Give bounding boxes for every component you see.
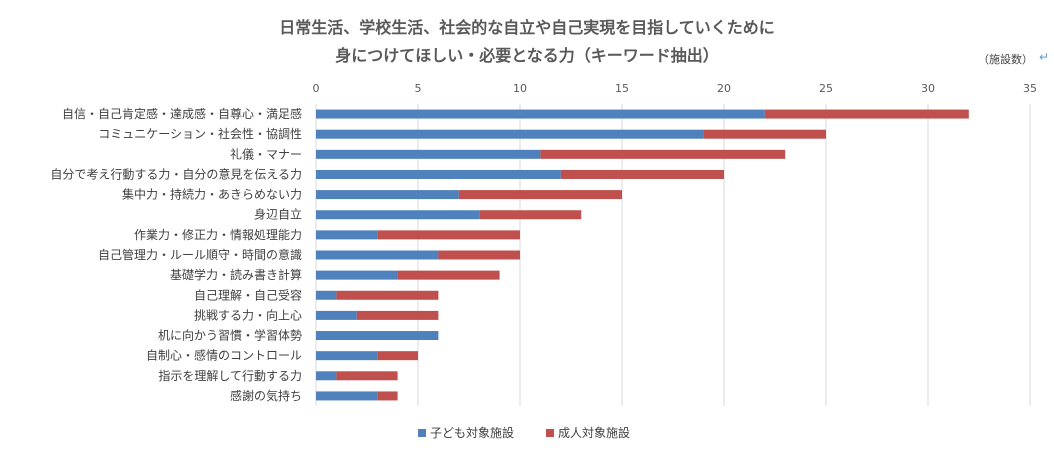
bar-adult-facility [458, 190, 622, 200]
legend-swatch [418, 429, 426, 437]
x-tick-label: 15 [615, 82, 629, 95]
x-tick-label: 35 [1023, 82, 1037, 95]
bar-children-facility [316, 371, 337, 381]
bar-children-facility [316, 169, 561, 179]
category-label: 自制心・感情のコントロール [146, 348, 302, 363]
bar-adult-facility [438, 250, 520, 260]
category-label: 基礎学力・読み書き計算 [170, 267, 302, 282]
legend-swatch [546, 429, 554, 437]
category-label: 自信・自己肯定感・達成感・自尊心・満足感 [62, 106, 302, 121]
bar-adult-facility [764, 109, 969, 119]
bar-adult-facility [336, 290, 439, 300]
category-label: コミュニケーション・社会性・協調性 [98, 126, 302, 141]
x-tick-label: 5 [415, 82, 422, 95]
bar-adult-facility [540, 149, 786, 159]
bar-children-facility [316, 109, 765, 119]
category-label: 自己理解・自己受容 [194, 287, 302, 302]
bar-children-facility [316, 391, 378, 401]
category-label: 自分で考え行動する力・自分の意見を伝える力 [50, 166, 302, 181]
category-label: 礼儀・マナー [230, 146, 302, 161]
category-label: 自己管理力・ルール順守・時間の意識 [98, 247, 302, 262]
x-tick-label: 10 [513, 82, 527, 95]
bar-children-facility [316, 290, 337, 300]
x-tick-label: 0 [313, 82, 320, 95]
bar-children-facility [316, 351, 378, 361]
chart-title: 日常生活、学校生活、社会的な自立や自己実現を目指していくために [279, 18, 775, 37]
unit-label: （施設数） [978, 53, 1033, 66]
bar-adult-facility [377, 230, 520, 240]
bar-children-facility [316, 310, 357, 320]
x-tick-label: 25 [819, 82, 833, 95]
chart-subtitle: 身につけてほしい・必要となる力（キーワード抽出） [335, 46, 719, 65]
legend-entry: 子ども対象施設 [430, 425, 514, 440]
bar-children-facility [316, 250, 439, 260]
category-label: 集中力・持続力・あきらめない力 [122, 187, 302, 202]
bar-adult-facility [703, 129, 826, 139]
bar-adult-facility [479, 210, 582, 220]
x-tick-label: 30 [921, 82, 935, 95]
bar-children-facility [316, 129, 704, 139]
bar-adult-facility [377, 391, 398, 401]
bar-children-facility [316, 149, 541, 159]
bar-adult-facility [397, 270, 500, 280]
x-tick-label: 20 [717, 82, 731, 95]
category-label: 身辺自立 [254, 207, 302, 222]
bar-adult-facility [377, 351, 418, 361]
category-label: 指示を理解して行動する力 [158, 368, 302, 383]
bar-adult-facility [356, 310, 439, 320]
bar-adult-facility [336, 371, 398, 381]
bar-children-facility [316, 270, 398, 280]
return-arrow-icon: ↵ [1039, 50, 1050, 64]
bar-adult-facility [560, 169, 724, 179]
category-label: 作業力・修正力・情報処理能力 [134, 227, 302, 242]
category-label: 机に向かう習慣・学習体勢 [158, 328, 302, 343]
bar-children-facility [316, 210, 480, 220]
category-label: 感謝の気持ち [230, 388, 302, 403]
bar-children-facility [316, 331, 439, 341]
category-label: 挑戦する力・向上心 [194, 307, 302, 322]
legend-entry: 成人対象施設 [558, 425, 630, 440]
bar-children-facility [316, 190, 459, 200]
bar-children-facility [316, 230, 378, 240]
